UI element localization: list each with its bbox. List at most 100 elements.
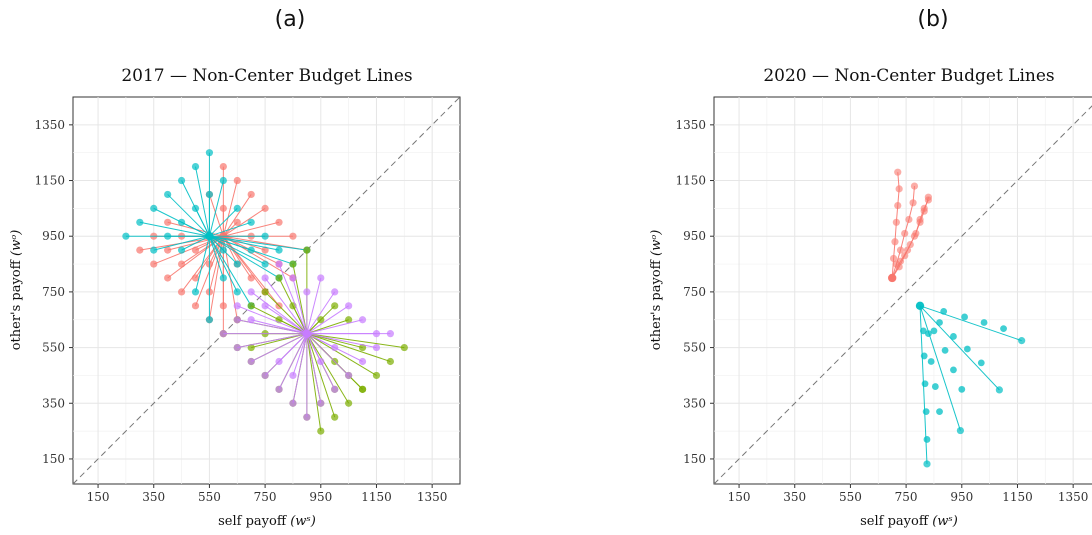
panel-letter-a: (a) <box>275 7 306 32</box>
budget-line <box>919 305 1022 342</box>
budget-line <box>250 333 308 362</box>
data-point <box>247 190 255 199</box>
budget-line <box>209 235 280 279</box>
budget-line <box>306 291 336 334</box>
budget-line <box>306 333 377 376</box>
budget-line <box>251 319 307 335</box>
data-point <box>924 193 932 201</box>
data-point <box>289 371 297 380</box>
data-point <box>358 357 367 366</box>
data-point <box>275 246 283 254</box>
data-point <box>931 383 939 390</box>
data-point <box>177 218 186 226</box>
data-point <box>219 163 227 171</box>
data-point <box>950 333 957 340</box>
data-point <box>247 343 255 352</box>
budget-line <box>237 305 308 335</box>
data-point <box>205 190 214 199</box>
y-tick-label: 550 <box>42 341 65 355</box>
data-point <box>892 218 900 226</box>
x-tick-label: 550 <box>198 490 221 504</box>
budget-line <box>264 305 308 335</box>
data-point <box>191 302 200 310</box>
y-tick-label: 1350 <box>675 118 706 132</box>
data-point <box>191 163 200 171</box>
chart-title: 2020 — Non-Center Budget Lines <box>763 66 1054 86</box>
data-point <box>275 274 283 282</box>
x-tick-label: 1350 <box>1058 490 1089 504</box>
data-point <box>275 260 283 268</box>
data-point <box>930 327 938 335</box>
budget-line <box>306 333 350 404</box>
data-point <box>177 288 186 296</box>
reference-diagonal <box>713 105 1092 485</box>
data-point <box>894 201 902 210</box>
x-tick-label: 1150 <box>1002 490 1033 504</box>
data-point <box>219 204 227 212</box>
x-tick-label: 350 <box>783 490 806 504</box>
data-point <box>261 371 269 380</box>
y-tick-label: 150 <box>683 452 706 466</box>
budget-line <box>223 221 280 237</box>
data-point <box>247 302 255 310</box>
data-point <box>372 371 381 380</box>
data-point <box>920 352 928 360</box>
data-point <box>233 343 241 352</box>
data-point <box>927 358 935 365</box>
budget-line <box>167 194 210 237</box>
data-point <box>386 357 394 366</box>
x-tick-label: 950 <box>950 490 973 504</box>
budget-line <box>264 291 308 335</box>
data-point <box>905 215 913 224</box>
data-point <box>303 288 311 296</box>
data-point <box>916 218 924 226</box>
data-point <box>289 399 297 407</box>
data-point <box>331 288 339 296</box>
data-point <box>261 302 269 310</box>
data-point <box>164 218 172 226</box>
x-axis-label: self payoff (wˢ) <box>218 514 316 529</box>
budget-line <box>181 235 210 251</box>
data-point <box>247 357 255 366</box>
budget-line <box>139 221 210 237</box>
budget-line <box>237 333 307 349</box>
data-point <box>903 246 912 254</box>
data-point <box>956 426 964 435</box>
budget-line <box>209 221 252 237</box>
x-tick-label: 350 <box>142 490 165 504</box>
panel-2017: (a) 2017 — Non-Center Budget Lines 150 35… <box>9 7 461 529</box>
data-marks <box>887 168 1026 468</box>
data-point <box>941 346 949 354</box>
data-point <box>919 327 927 335</box>
data-point <box>177 176 186 185</box>
x-tick-label: 750 <box>895 490 918 504</box>
data-point <box>233 218 241 226</box>
y-tick-label: 150 <box>42 452 65 466</box>
data-point <box>205 149 214 157</box>
data-point <box>915 301 925 311</box>
data-point <box>980 319 988 326</box>
data-point <box>331 385 339 393</box>
data-point <box>977 359 985 367</box>
x-axis-label-text: self payoff <box>860 514 930 529</box>
data-point <box>191 204 200 212</box>
data-point <box>136 246 144 254</box>
data-point <box>331 413 339 421</box>
budget-line <box>250 291 308 335</box>
budget-line <box>195 236 210 293</box>
y-axis-label-text: other's payoff <box>9 258 24 350</box>
data-point <box>164 274 172 282</box>
budget-line <box>195 208 210 237</box>
budget-line <box>209 235 252 251</box>
data-point <box>958 385 966 393</box>
data-point <box>233 302 241 310</box>
data-point <box>345 399 353 407</box>
x-tick-label: 550 <box>839 490 862 504</box>
budget-line <box>222 194 252 237</box>
budget-line <box>222 180 238 237</box>
data-point <box>150 246 158 254</box>
data-point <box>891 238 899 246</box>
data-point <box>331 343 339 352</box>
data-point <box>358 343 367 352</box>
